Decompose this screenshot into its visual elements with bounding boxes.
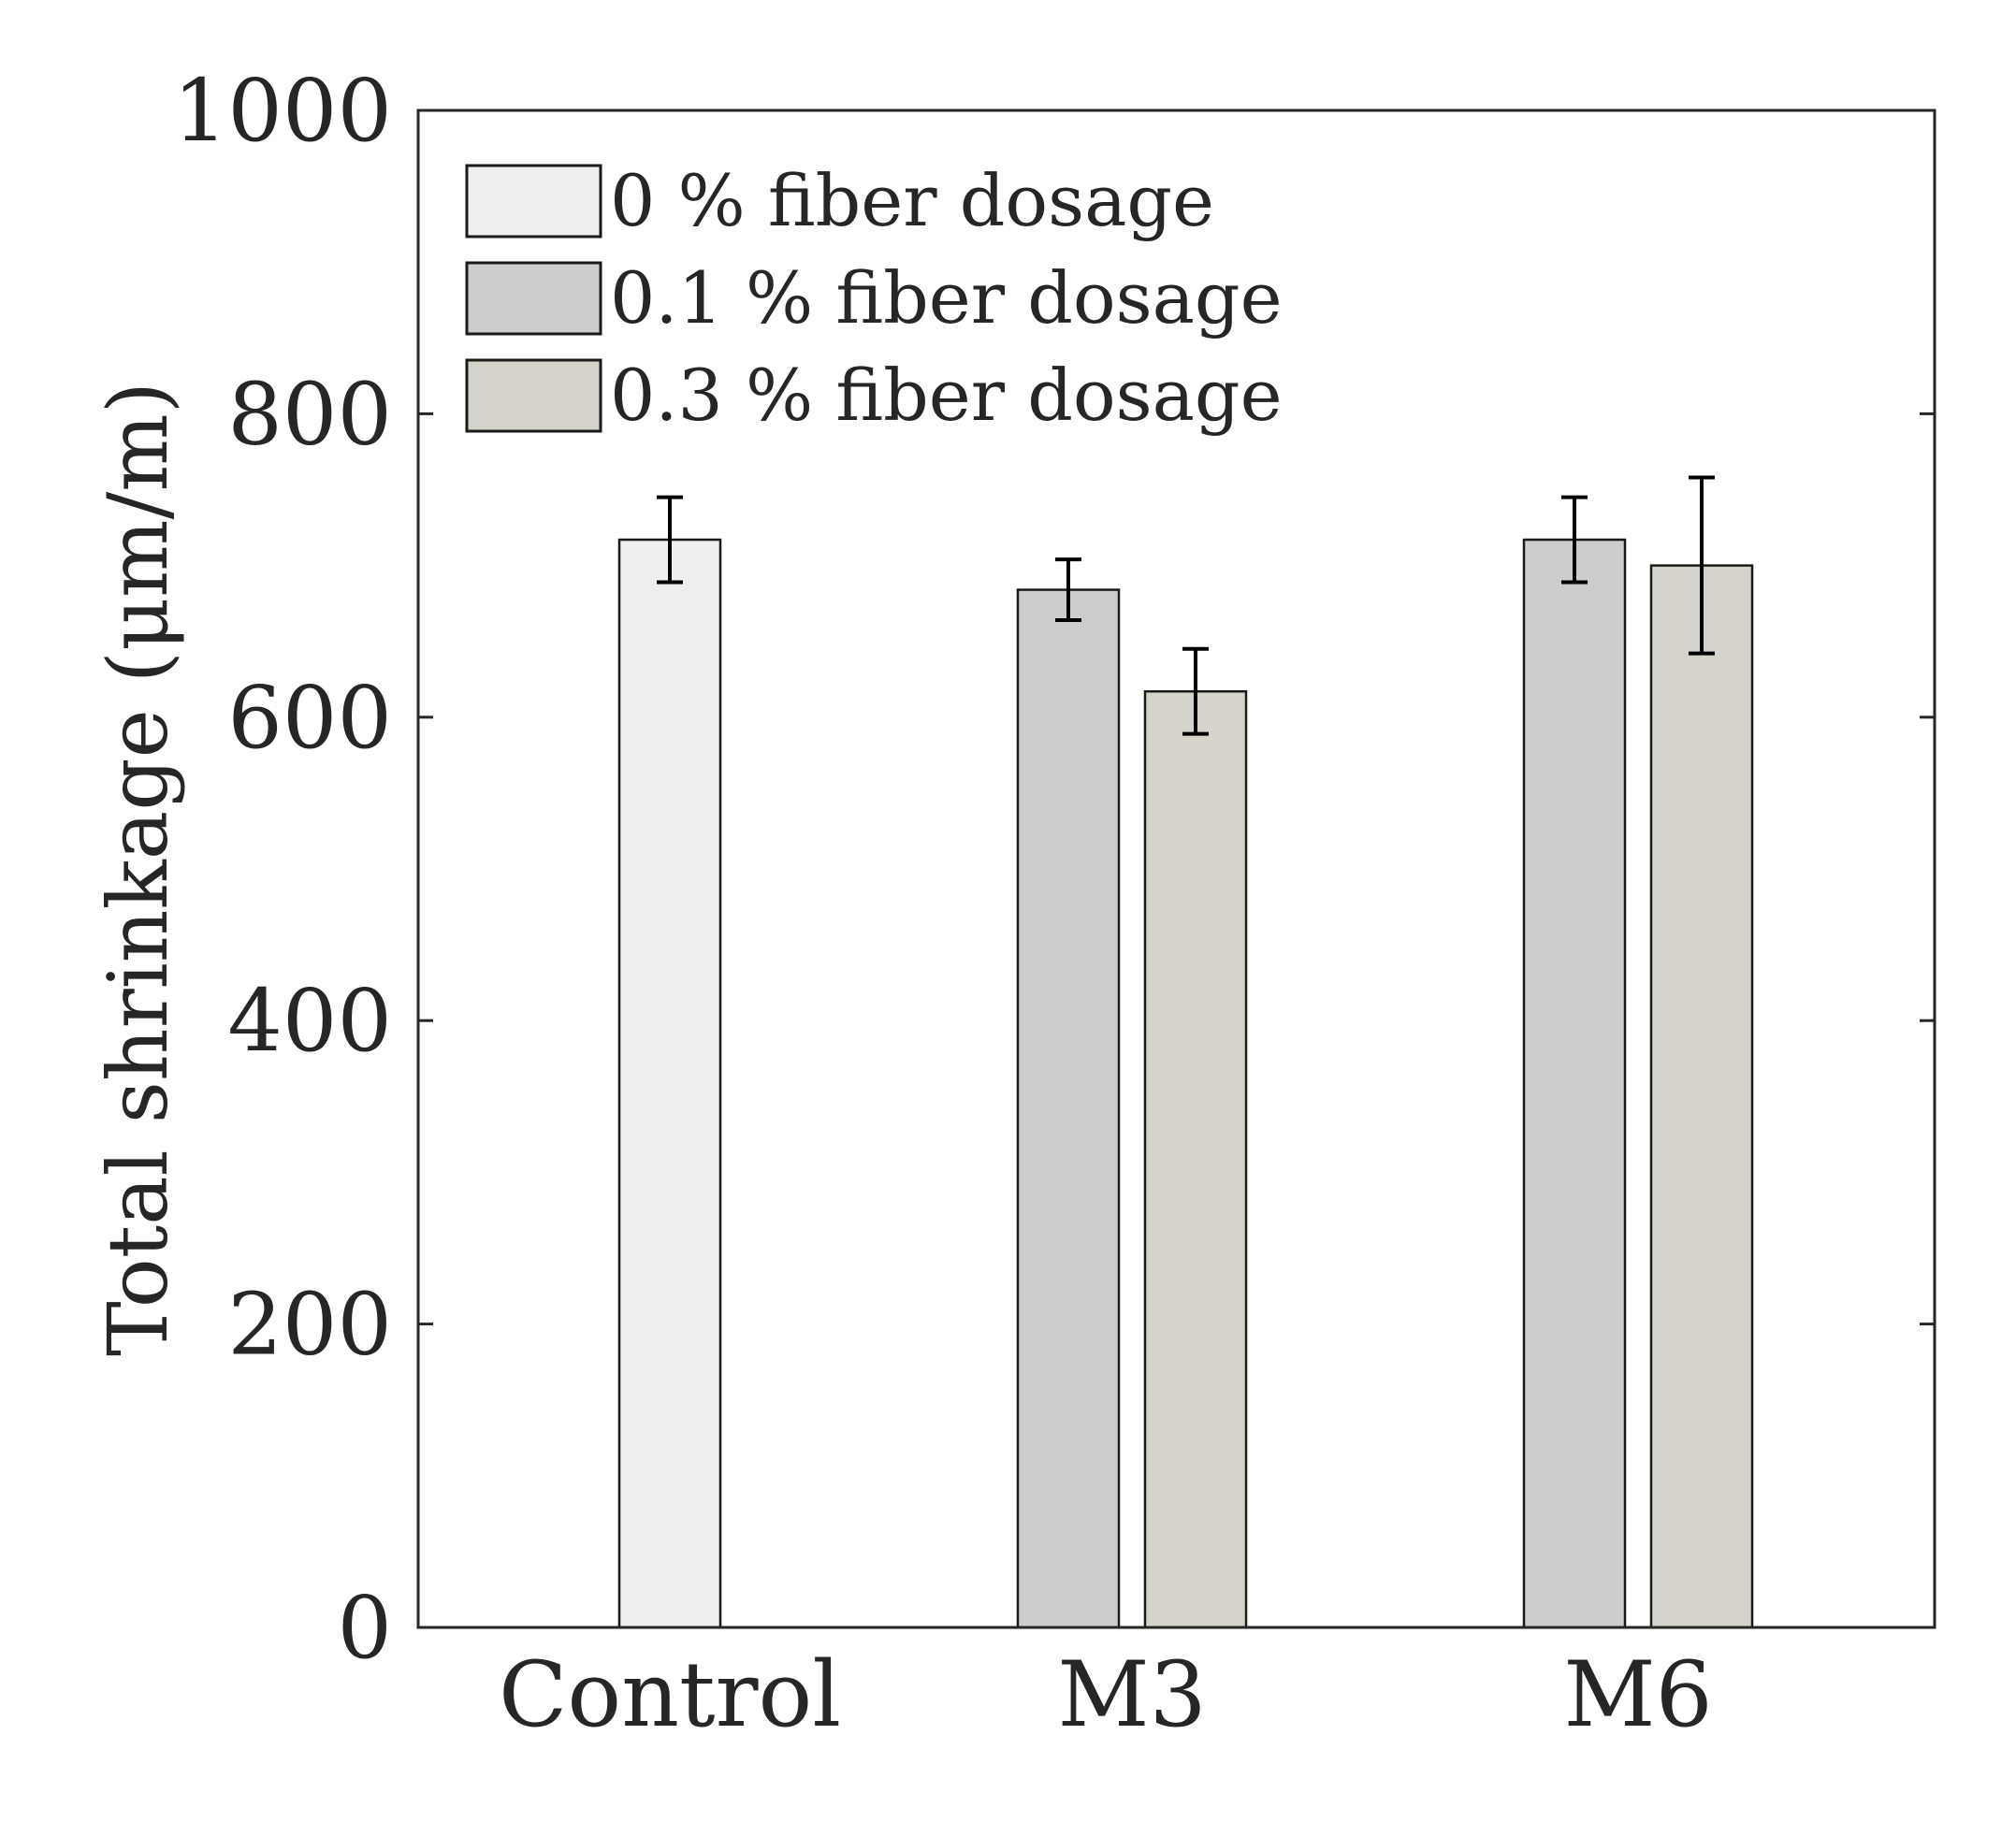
y-axis-title: Total shrinkage (μm/m) (90, 382, 186, 1356)
x-tick-label: M6 (1563, 1642, 1712, 1747)
error-bar-m3-series-3 (1182, 646, 1209, 736)
x-tick-label: Control (499, 1642, 841, 1747)
x-tick-label: M3 (1057, 1642, 1206, 1747)
error-bar-m3-series-2 (1055, 557, 1081, 622)
bar-control-series-1 (617, 538, 722, 1629)
y-tick-label: 1000 (173, 61, 392, 161)
error-bars-layer (657, 475, 1715, 736)
legend-item: 0.1 % fiber dosage (465, 256, 1283, 340)
error-bar-m6-series-2 (1561, 495, 1588, 585)
x-axis-tick-labels: Control M3 M6 (499, 1642, 1713, 1747)
error-bar-control-series-1 (657, 495, 683, 585)
legend-swatch (465, 261, 602, 336)
y-axis-ticks: 0 200 400 600 800 1000 (173, 61, 1935, 1678)
legend-item: 0 % fiber dosage (465, 159, 1214, 242)
plot-area-frame (416, 108, 1936, 1629)
legend-item: 0.3 % fiber dosage (465, 354, 1283, 437)
legend-swatch (465, 164, 602, 239)
legend-label: 0.1 % fiber dosage (610, 256, 1283, 340)
error-bar-m6-series-3 (1689, 475, 1715, 656)
y-tick-label: 200 (227, 1275, 392, 1375)
legend-label: 0 % fiber dosage (610, 159, 1214, 242)
bar-m6-series-2 (1522, 538, 1627, 1629)
y-tick-label: 600 (227, 668, 392, 768)
bar-m3-series-2 (1016, 588, 1121, 1629)
y-tick-label: 400 (227, 971, 392, 1071)
legend-swatch (465, 358, 602, 433)
y-tick-label: 800 (227, 364, 392, 464)
bars-layer (617, 538, 1754, 1629)
bar-m3-series-3 (1143, 689, 1248, 1629)
legend-label: 0.3 % fiber dosage (610, 354, 1283, 437)
y-tick-label: 0 (337, 1578, 392, 1678)
bar-m6-series-3 (1649, 564, 1754, 1629)
legend: 0 % fiber dosage 0.1 % fiber dosage 0.3 % … (465, 159, 1283, 437)
